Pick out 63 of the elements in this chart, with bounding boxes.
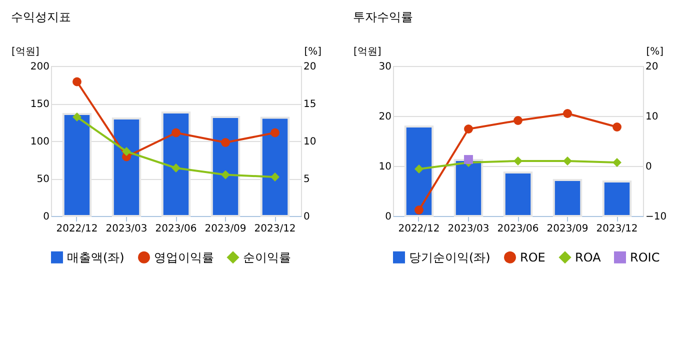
y2-tick-label: 20 [304,62,316,72]
y-tick-label: 100 [30,136,50,148]
legend-label: 매출액(좌) [67,250,124,264]
point [270,172,280,182]
y2-tick-label: 5 [304,174,310,185]
bar [503,172,533,217]
legend-label: ROIC [630,250,660,264]
point [414,164,424,174]
bar [552,179,582,217]
point [563,156,572,166]
point [172,164,180,172]
point [270,128,280,138]
point [72,112,82,122]
x-tick-label: 2023/09 [204,224,246,234]
point [221,138,230,147]
point [612,158,622,167]
x-tick-label: 2023/12 [596,224,638,234]
point [122,147,131,156]
y-tick-label: 50 [36,174,50,185]
x-tick-label: 2023/03 [106,224,148,234]
bar [602,180,632,217]
point [414,206,424,214]
y-tick-label: 0 [385,212,392,222]
y-axis-title: [억원] [354,46,382,58]
legend-label: 영업이익률 [154,250,214,264]
legend-label: 순이익률 [243,250,291,264]
x-tick-label: 2023/06 [155,224,197,234]
y-tick-label: 20 [378,112,392,122]
y2-tick-label: 10 [304,136,316,148]
y-tick-label: 200 [30,62,50,72]
point [464,155,473,164]
legend-label: ROA [575,250,602,264]
x-tick-label: 2023/06 [497,224,539,234]
x-tick-label: 2022/12 [56,224,98,234]
y2-tick-label: 15 [304,99,316,110]
x-tick-label: 2022/12 [398,224,440,234]
y2-axis-title: [%] [304,46,322,58]
x-tick-label: 2023/03 [448,224,490,234]
y2-tick-label: 0 [646,162,652,172]
point [514,156,522,166]
chart-title: 투자수익률 [353,10,413,24]
point [612,122,622,132]
y-axis-title: [억원] [12,46,40,58]
point [172,128,180,138]
y2-axis-title: [%] [646,46,664,58]
chart-title: 수익성지표 [11,10,71,24]
point [464,124,473,134]
x-tick-label: 2023/12 [254,224,296,234]
x-tick-label: 2023/09 [546,224,588,234]
y2-tick-label: 0 [304,212,310,222]
point [514,116,522,125]
y2-tick-label: −10 [646,212,667,222]
y2-tick-label: 10 [646,112,658,122]
y-tick-label: 150 [30,99,50,110]
legend-label: ROE [520,250,546,264]
point [72,77,82,86]
point [221,170,230,180]
y-tick-label: 10 [378,162,392,172]
y2-tick-label: 20 [646,62,658,72]
legend-label: 당기순이익(좌) [409,250,490,264]
point [563,109,572,118]
y-tick-label: 0 [43,212,50,222]
y-tick-label: 30 [378,62,392,72]
